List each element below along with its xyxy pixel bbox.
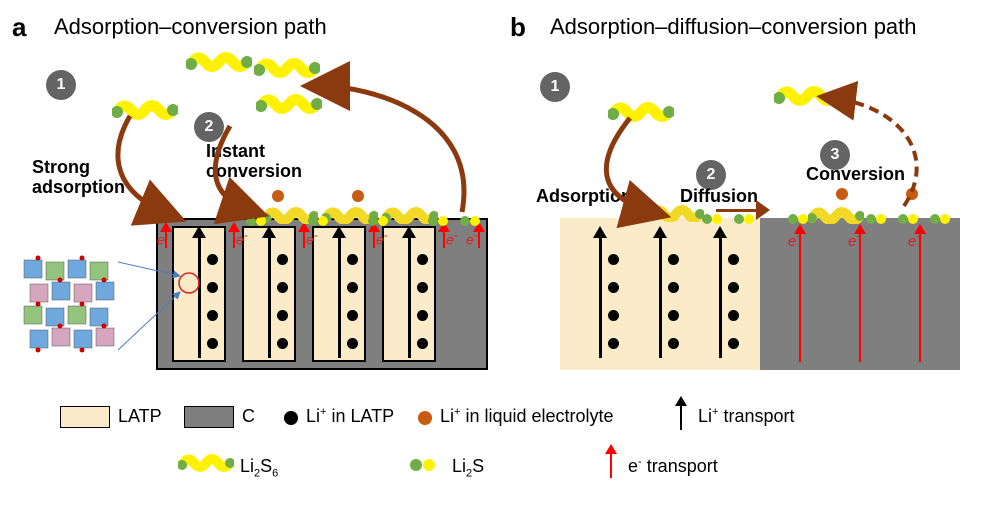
- legend-label-li-latp: Li+ in LATP: [306, 406, 394, 427]
- legend-label-li2s: Li2S: [452, 456, 484, 480]
- legend-swatch-carbon: [184, 406, 234, 428]
- legend-swatch-latp: [60, 406, 110, 428]
- legend-label-li-transport: Li+ transport: [698, 406, 795, 427]
- legend-dot-li-liquid: [418, 411, 432, 425]
- legend-label-e-transport: e- transport: [628, 456, 718, 477]
- legend-icon-e-transport: [610, 452, 612, 478]
- legend-dot-li-latp: [284, 411, 298, 425]
- figure-page: a Adsorption–conversion path 1 2 Stronga…: [0, 0, 1000, 512]
- legend-label-li-liquid: Li+ in liquid electrolyte: [440, 406, 614, 427]
- legend-icon-li-transport: [680, 404, 682, 430]
- legend-icon-li2s6: [178, 452, 234, 472]
- legend-icon-li2s: [410, 458, 436, 477]
- legend-label-carbon: C: [242, 406, 255, 427]
- curved-arrows-panel-b: [0, 0, 1000, 400]
- legend-label-latp: LATP: [118, 406, 162, 427]
- legend-label-li2s6: Li2S6: [240, 456, 278, 480]
